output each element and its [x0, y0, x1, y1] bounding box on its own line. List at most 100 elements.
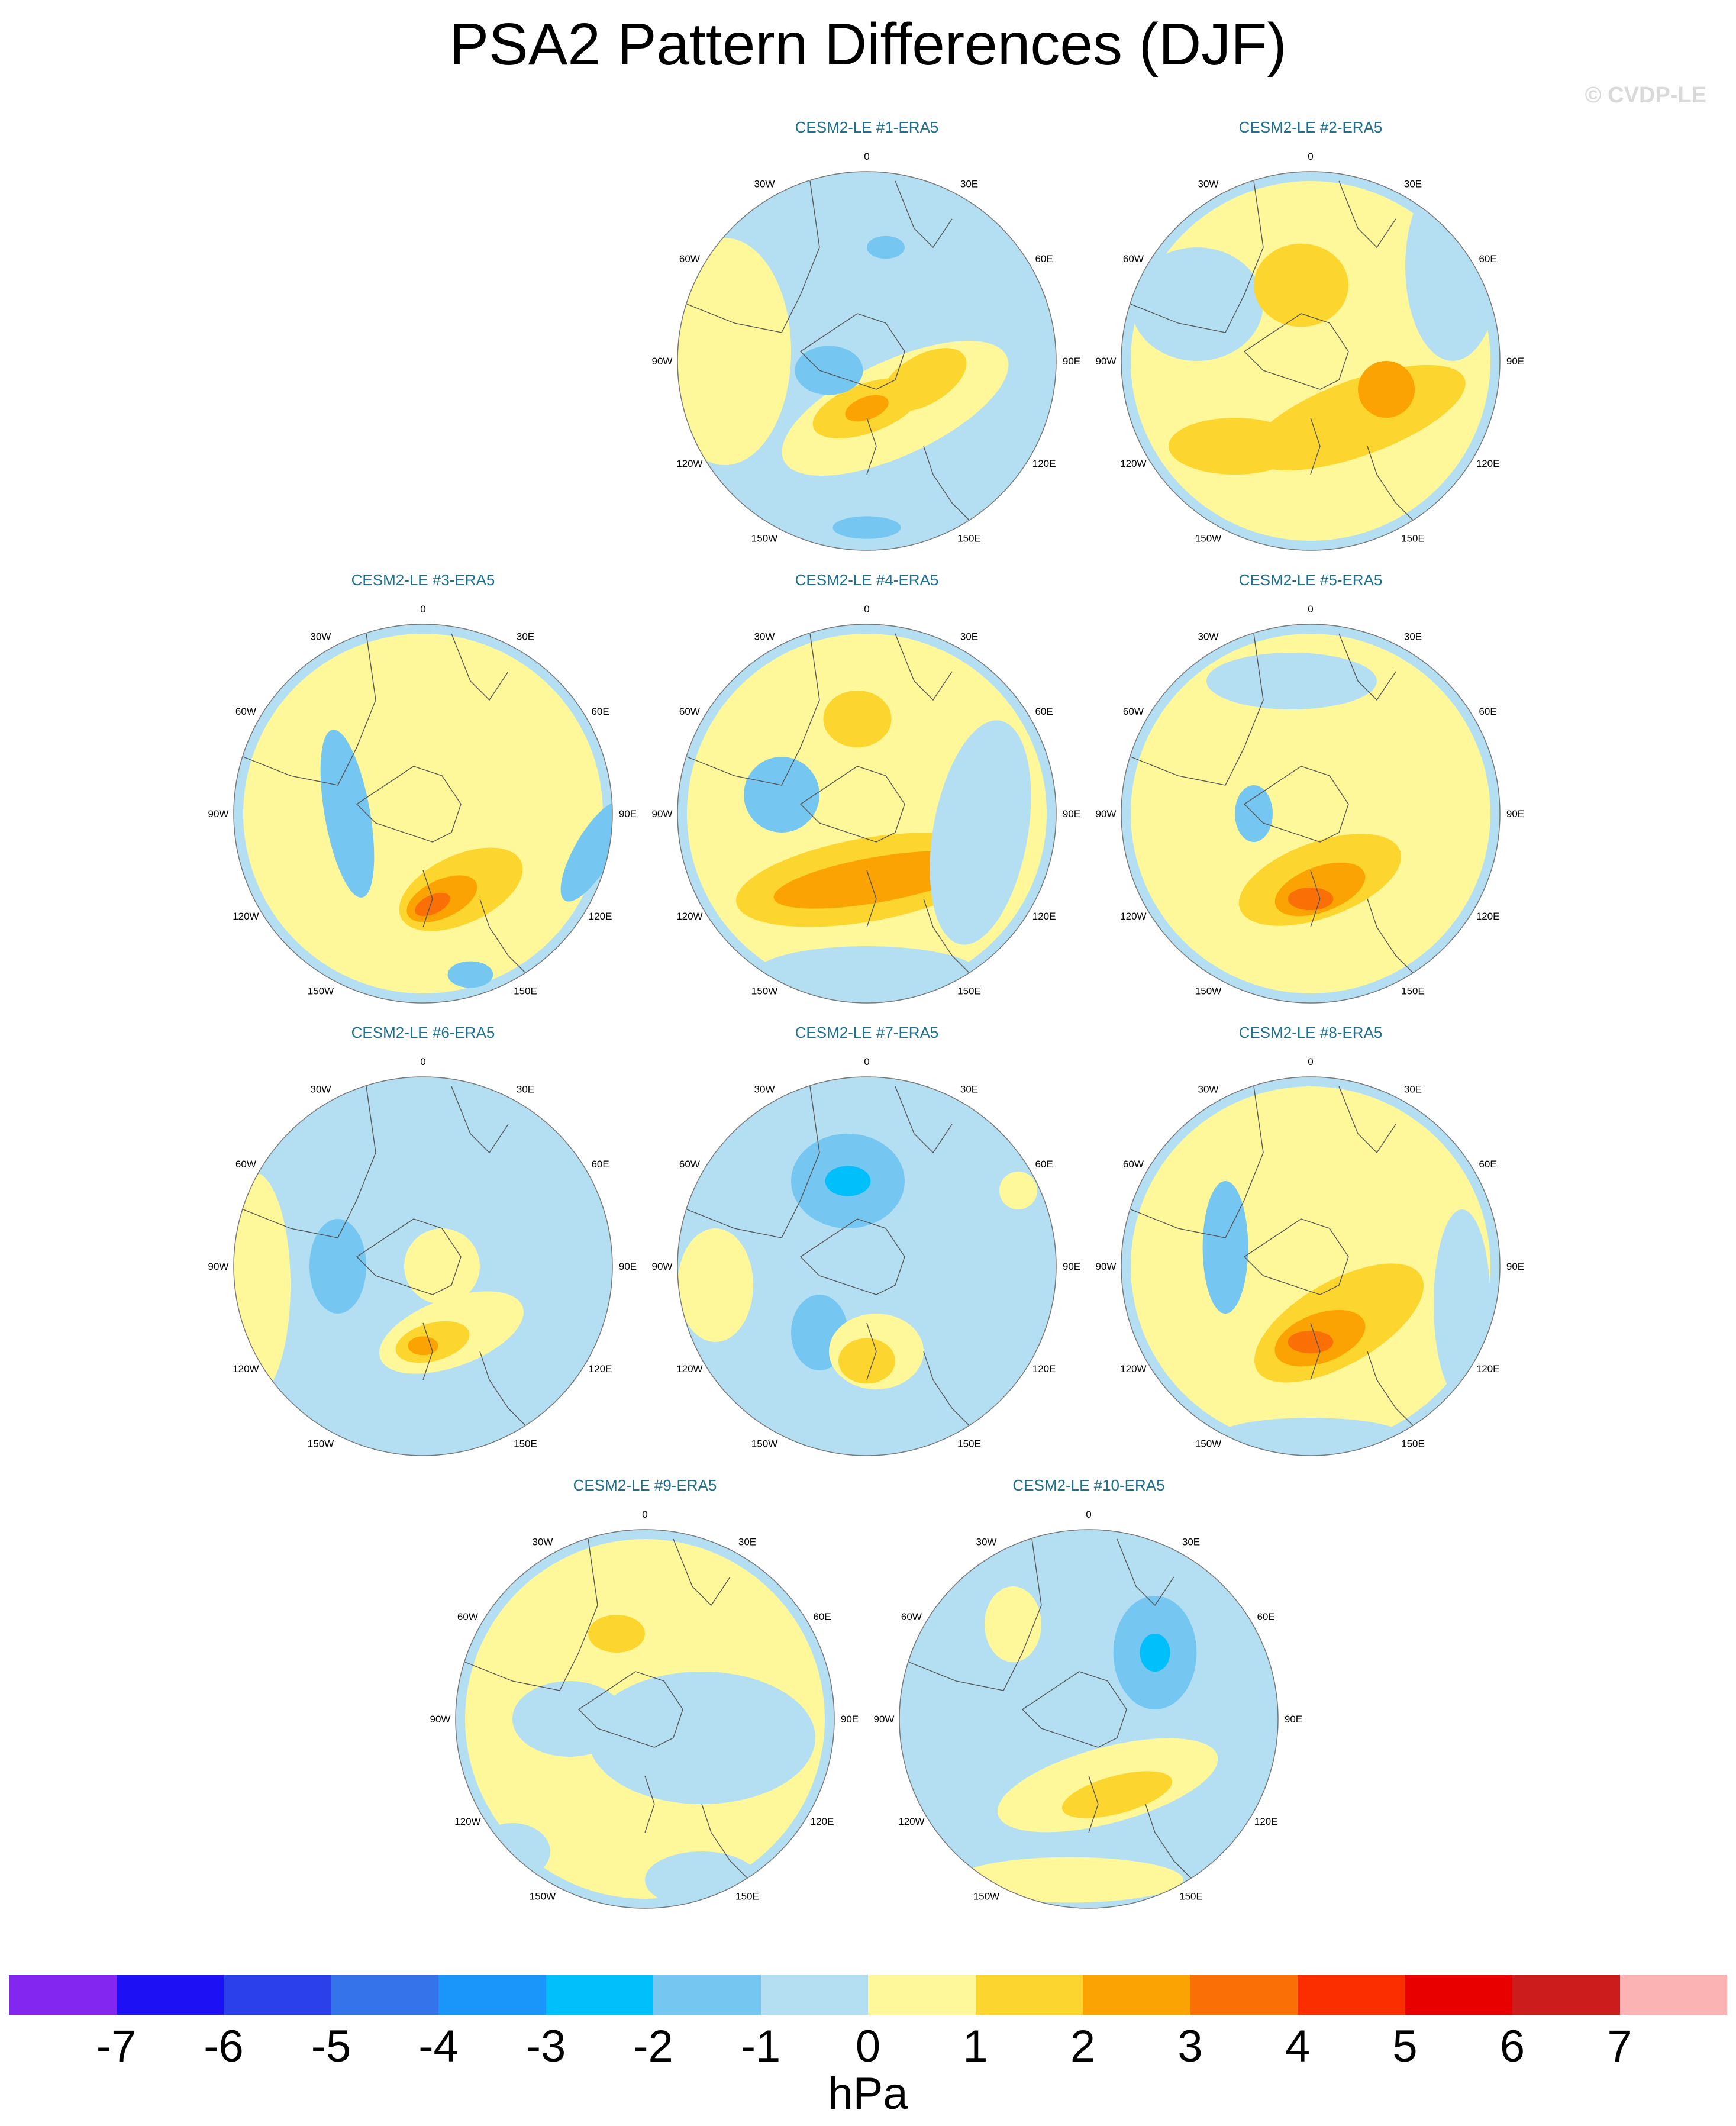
coastline [243, 633, 376, 786]
colorbar-swatch [1512, 1975, 1620, 2015]
colorbar-tick: 4 [1285, 2021, 1311, 2072]
contour-region [512, 1681, 626, 1757]
copyright-label: © CVDP-LE [1585, 83, 1706, 108]
longitude-label: 90W [208, 1261, 229, 1272]
longitude-label: 60E [591, 1159, 609, 1170]
longitude-label: 60E [1035, 1159, 1053, 1170]
panel-title: CESM2-LE #1-ERA5 [795, 118, 939, 136]
longitude-label: 60E [591, 706, 609, 717]
longitude-label: 30E [960, 631, 978, 642]
coastline [799, 1218, 905, 1295]
panel-title: CESM2-LE #8-ERA5 [1238, 1024, 1383, 1041]
colorbar-swatch [1405, 1975, 1512, 2015]
colorbar-tick: 3 [1177, 2021, 1203, 2072]
longitude-label: 90W [1096, 1261, 1117, 1272]
colorbar-swatch [975, 1975, 1083, 2015]
longitude-label: 150E [1401, 533, 1425, 544]
longitude-label: 90E [1506, 808, 1524, 820]
longitude-label: 30E [517, 1083, 534, 1095]
coastline [686, 180, 820, 333]
map-panel: CESM2-LE #8-ERA5030W60W90W120W150W180150… [1086, 1024, 1535, 1462]
contour-region [1206, 653, 1377, 709]
longitude-label: 120W [676, 1363, 702, 1375]
coastline [866, 870, 877, 928]
longitude-label: 60W [235, 706, 256, 717]
longitude-label: 90E [1506, 356, 1524, 367]
longitude-label: 0 [420, 604, 425, 615]
coastline [895, 1086, 953, 1154]
contour-region [956, 1857, 1183, 1903]
longitude-label: 0 [1086, 1509, 1091, 1520]
longitude-label: 30W [1198, 1083, 1219, 1095]
contour-region [845, 395, 889, 422]
map-border [677, 171, 1057, 551]
longitude-label: 150E [514, 986, 537, 997]
contour-region [1131, 247, 1263, 361]
longitude-label: 30E [1404, 1083, 1422, 1095]
coastline [1367, 446, 1415, 522]
longitude-label: 150E [1179, 1891, 1203, 1902]
longitude-label: 150E [514, 1438, 537, 1450]
polar-map: 030W60W90W120W150W180150E120E90E60E30E [430, 1509, 859, 1909]
colorbar-units: hPa [828, 2069, 908, 2119]
page-title: PSA2 Pattern Differences (DJF) [449, 11, 1287, 78]
longitude-label: 90W [1096, 356, 1117, 367]
contour-region [1434, 1209, 1490, 1399]
colorbar-swatch [9, 1975, 117, 2015]
map-panel: CESM2-LE #10-ERA5030W60W90W120W150W18015… [864, 1476, 1314, 1914]
longitude-label: 150W [751, 533, 777, 544]
longitude-label: 90E [619, 808, 637, 820]
contour-region [687, 1086, 1047, 1446]
map-border [233, 1076, 613, 1456]
longitude-label: 0 [864, 151, 869, 162]
longitude-label: 90E [1285, 1714, 1302, 1725]
coastline [243, 1086, 376, 1238]
coastline [1088, 1775, 1099, 1833]
coastline [923, 446, 972, 522]
contour-region [447, 961, 493, 988]
coastline [577, 1671, 683, 1748]
colorbar-swatch [1298, 1975, 1405, 2015]
longitude-label: 150W [308, 986, 334, 997]
longitude-label: 90W [652, 808, 673, 820]
longitude-label: 150W [1195, 533, 1221, 544]
longitude-label: 120E [1476, 911, 1500, 922]
colorbar-swatch [1619, 1975, 1727, 2015]
contour-region [930, 720, 1031, 945]
longitude-label: 30W [533, 1536, 553, 1547]
longitude-label: 60W [235, 1159, 256, 1170]
map-panel: CESM2-LE #3-ERA5030W60W90W120W150W180150… [198, 571, 648, 1009]
contour-region [677, 1228, 753, 1342]
longitude-label: 120E [811, 1816, 834, 1827]
longitude-label: 150W [751, 1438, 777, 1450]
contour-region [1169, 418, 1301, 475]
longitude-label: 150E [957, 533, 981, 544]
coastline [1310, 1322, 1321, 1380]
longitude-label: 0 [1308, 1056, 1313, 1067]
colorbar-tick: 2 [1070, 2021, 1096, 2072]
contour-region [588, 1672, 815, 1804]
coastline [1338, 1086, 1396, 1154]
longitude-label: 120W [676, 458, 702, 469]
coastline [356, 1218, 462, 1295]
coastline [1367, 1351, 1415, 1428]
coastline [356, 766, 462, 843]
colorbar-swatch [653, 1975, 761, 2015]
coastline [923, 898, 972, 975]
longitude-label: 90E [619, 1261, 637, 1272]
longitude-label: 60W [457, 1611, 478, 1622]
map-border [233, 624, 613, 1004]
contour-region [1405, 172, 1500, 361]
panel-title: CESM2-LE #5-ERA5 [1238, 571, 1383, 589]
longitude-label: 30E [738, 1536, 756, 1547]
polar-map: 030W60W90W120W150W180150E120E90E60E30E [1096, 604, 1524, 1004]
contour-region [415, 892, 450, 917]
map-border [1121, 1076, 1501, 1456]
longitude-label: 150W [308, 1438, 334, 1450]
contour-region [1254, 243, 1348, 327]
coastline [923, 1351, 972, 1428]
longitude-label: 30W [311, 1083, 331, 1095]
longitude-label: 90W [430, 1714, 451, 1725]
longitude-label: 90W [1096, 808, 1117, 820]
map-border [899, 1529, 1279, 1909]
